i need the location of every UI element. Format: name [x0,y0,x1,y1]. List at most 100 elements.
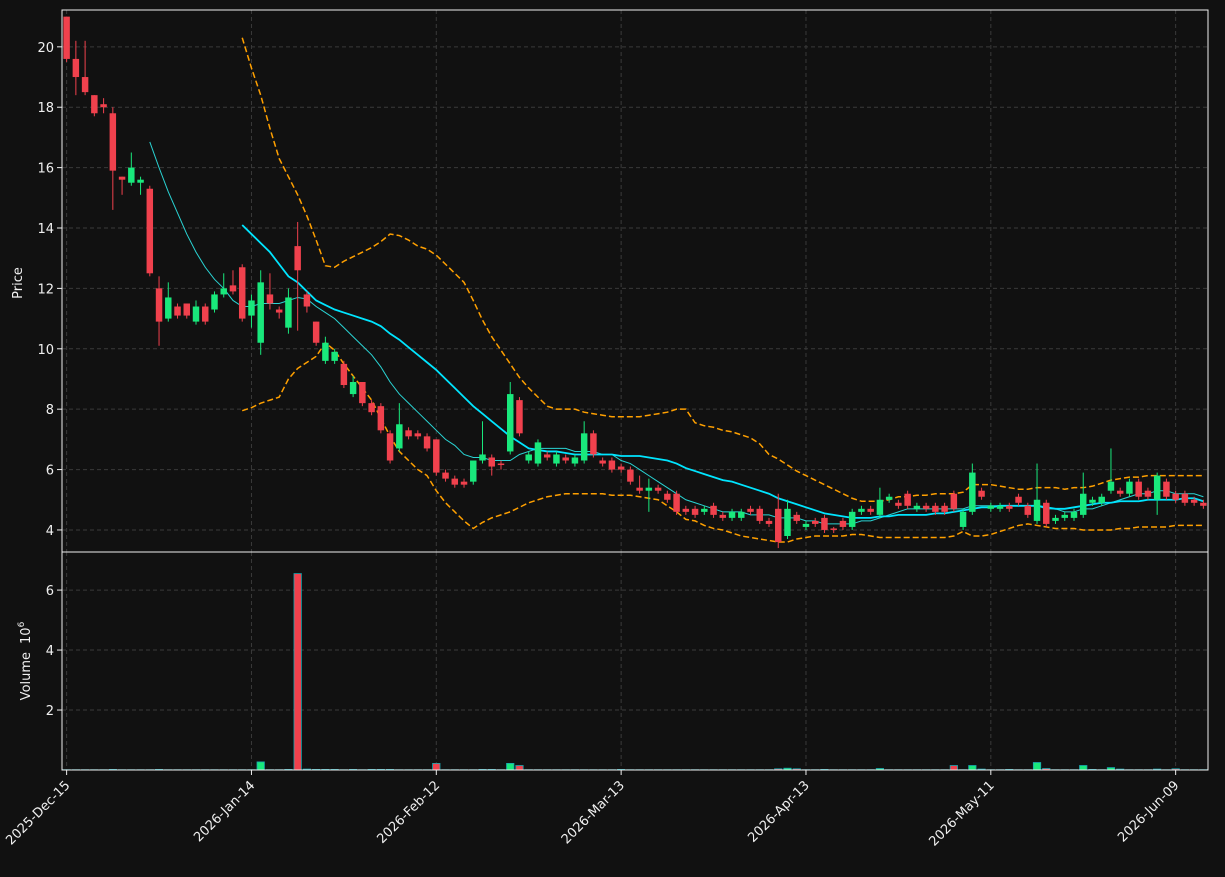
candle-body [775,509,781,542]
candle-body [904,494,910,506]
candle-body [257,282,263,342]
candle-body [230,285,236,291]
x-tick-label: 2025-Dec-15 [3,778,73,848]
volume-label-text: Volume [19,652,34,700]
candle-body [461,482,467,485]
candle-body [683,509,689,512]
candle-body [285,297,291,327]
y-tick-label: 6 [46,464,54,479]
candle-body [960,512,966,527]
moving-average [150,142,1204,524]
candle-body [941,506,947,512]
candle-body [590,433,596,454]
candle-body [137,180,143,183]
candle-body [100,104,106,107]
candle-body [424,436,430,448]
candle-body [535,442,541,463]
volume-bar [969,766,976,770]
volume-label-base: 10 [19,627,34,644]
x-tick-label: 2026-Jan-14 [191,778,258,845]
candle-body [692,509,698,515]
candle-body [1015,497,1021,503]
candle-body [830,528,836,530]
candle-body [165,297,171,318]
y-tick-label: 8 [46,403,54,418]
candle-body [433,439,439,472]
x-tick-label: 2026-May-11 [926,778,997,849]
candle-body [239,267,245,318]
candle-body [405,430,411,436]
candle-body [442,473,448,479]
candle-body [562,457,568,460]
candle-body [646,488,652,491]
candle-body [877,500,883,515]
x-tick-label: 2026-Mar-13 [559,778,628,847]
candle-body [368,403,374,412]
candle-body [664,494,670,500]
candle-body [489,457,495,466]
candle-body [147,189,153,274]
y-tick-label: 18 [37,101,54,116]
candle-body [294,246,300,270]
candle-body [184,303,190,315]
candle-body [793,515,799,521]
candle-body [840,521,846,527]
volume-bar [1080,766,1087,770]
y-tick-label: 16 [37,162,54,177]
candle-body [1006,506,1012,509]
candle-body [572,457,578,463]
candle-body [886,497,892,500]
y-tick-label: 14 [37,222,54,237]
candle-body [211,294,217,309]
candle-body [1145,491,1151,497]
candle-body [609,461,615,470]
y-tick-label: 4 [46,644,54,659]
candle-body [867,509,873,512]
candle-body [1135,482,1141,497]
x-tick-label: 2026-Feb-12 [375,778,444,847]
candle-body [895,503,901,506]
volume-bar [1033,763,1040,770]
candle-body [359,382,365,403]
price-axis-label: Price [11,267,26,299]
candle-body [1043,503,1049,524]
candle-body [1080,494,1086,515]
candle-body [544,454,550,457]
candle-body [784,509,790,536]
candle-body [415,433,421,436]
candle-body [304,294,310,306]
candle-body [1117,491,1123,494]
candle-body [350,382,356,394]
candle-body [951,494,957,509]
x-tick-label: 2026-Jun-09 [1115,778,1182,845]
candle-body [1172,494,1178,500]
x-tick-label: 2026-Apr-13 [745,778,812,845]
candle-body [821,518,827,530]
candle-body [119,177,125,180]
candle-body [720,515,726,518]
candle-body [1089,500,1095,503]
candle-body [1034,500,1040,521]
candle-body [73,59,79,77]
candle-body [396,424,402,448]
candle-body [710,506,716,515]
candle-body [812,521,818,524]
candle-body [378,406,384,430]
candle-body [322,343,328,361]
candle-body [1062,515,1068,518]
candle-body [498,464,504,466]
candle-body [91,95,97,113]
candle-body [1163,482,1169,497]
y-tick-label: 10 [37,343,54,358]
candle-body [387,433,393,460]
y-tick-label: 2 [46,704,54,719]
candle-body [220,288,226,294]
candle-body [202,307,208,322]
candle-body [63,17,69,59]
panel-frame [62,10,1208,552]
candle-body [1126,482,1132,494]
y-tick-label: 20 [37,41,54,56]
panel-frame [62,552,1208,770]
